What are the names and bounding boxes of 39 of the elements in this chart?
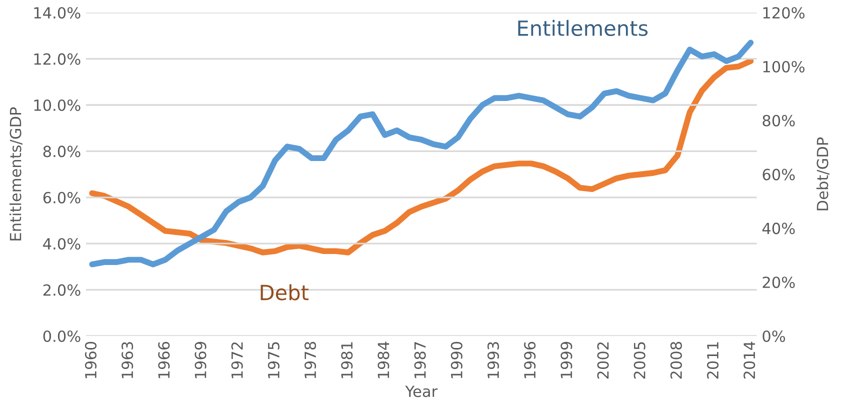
x-tick-label: 2008 (670, 342, 682, 379)
y-tick-label: 14.0% (34, 7, 80, 19)
x-tick-label: 1966 (158, 342, 170, 378)
x-tick-label: 1996 (524, 342, 536, 378)
y2-tick-label: 0% (762, 330, 786, 342)
x-tick-label: 1978 (304, 342, 316, 378)
x-tick-label: 1993 (487, 342, 500, 378)
text: Entitlements (518, 20, 648, 36)
x-tick-label: 1972 (231, 342, 243, 378)
x-tick-label: 1963 (122, 342, 134, 378)
x-tick-label: 1969 (194, 342, 206, 378)
y-tick-label: 8.0% (43, 146, 80, 158)
x-tick-label: 2002 (597, 342, 609, 379)
y2-axis-title: Debt/GDP (816, 137, 830, 210)
series-label: Debt (260, 284, 309, 300)
y-tick-label: 12.0% (34, 53, 80, 65)
y-tick-label: 10.0% (34, 99, 80, 112)
y-axis-title: Entitlements/GDP (9, 107, 23, 240)
x-tick-label: 1960 (84, 342, 97, 378)
y2-tick-label: 80% (762, 114, 795, 126)
y-tick-label: 0.0% (43, 330, 80, 342)
y-tick-label: 4.0% (43, 238, 80, 250)
x-tick-label: 1990 (450, 342, 462, 378)
x-tick-label: 1984 (378, 342, 390, 378)
x-tick-label: 2005 (634, 342, 646, 379)
x-tick-label: 2011 (706, 342, 719, 379)
y2-tick-label: 20% (762, 276, 795, 288)
x-tick-label: 1975 (268, 342, 280, 378)
y-tick-label: 2.0% (43, 284, 80, 296)
x-axis-title: Year (405, 386, 438, 398)
y2-tick-label: 60% (762, 168, 795, 180)
y2-tick-label: 100% (763, 60, 804, 73)
y-tick-label: 6.0% (43, 192, 80, 204)
y2-tick-label: 40% (762, 222, 795, 234)
x-tick-label: 2014 (744, 342, 756, 379)
x-tick-label: 1999 (560, 342, 572, 378)
x-tick-label: 1981 (341, 342, 353, 378)
x-tick-label: 1987 (414, 342, 426, 378)
y2-tick-label: 120% (763, 7, 804, 19)
